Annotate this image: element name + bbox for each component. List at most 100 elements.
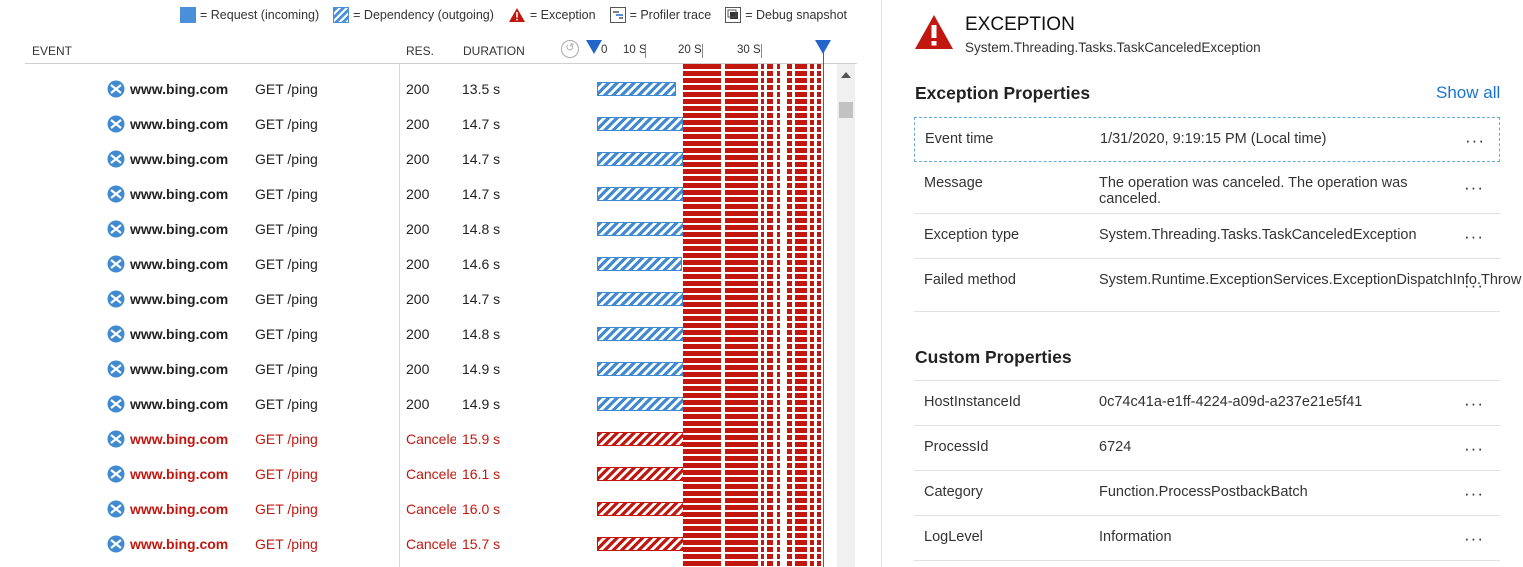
timeline-tick: 30 S <box>737 44 761 56</box>
duration-bar[interactable] <box>597 152 683 166</box>
duration-bar[interactable] <box>597 187 683 201</box>
duration-bar[interactable] <box>597 397 684 411</box>
globe-icon <box>107 80 125 98</box>
event-duration: 14.8 s <box>462 326 501 342</box>
show-all-link[interactable]: Show all <box>1436 83 1501 102</box>
event-method: GET /ping <box>255 536 318 552</box>
event-result: 200 <box>406 186 430 202</box>
globe-icon <box>107 395 125 413</box>
event-duration: 15.7 s <box>462 536 501 552</box>
event-result: 200 <box>406 116 430 132</box>
table-row[interactable]: www.bing.com GET /ping 200 14.7 s <box>25 107 835 142</box>
event-method: GET /ping <box>255 326 318 342</box>
dependency-segment <box>810 64 814 567</box>
event-duration: 14.9 s <box>462 396 501 412</box>
legend-debug-label: = Debug snapshot <box>745 8 848 22</box>
more-options-icon[interactable]: ··· <box>1464 484 1484 503</box>
duration-bar[interactable] <box>597 222 684 236</box>
property-row[interactable]: ProcessId 6724 ··· <box>914 426 1500 471</box>
duration-bar[interactable] <box>597 432 690 446</box>
table-row[interactable]: www.bing.com GET /ping 200 14.7 s <box>25 177 835 212</box>
duration-bar[interactable] <box>597 117 683 131</box>
exception-warning-icon <box>508 8 525 22</box>
table-row[interactable]: www.bing.com GET /ping 200 14.7 s <box>25 142 835 177</box>
globe-icon <box>107 220 125 238</box>
property-row[interactable]: Category Function.ProcessPostbackBatch ··· <box>914 471 1500 516</box>
event-method: GET /ping <box>255 361 318 377</box>
exception-title: EXCEPTION <box>965 14 1075 35</box>
event-host: www.bing.com <box>130 536 229 552</box>
table-row[interactable]: www.bing.com GET /ping 200 14.8 s <box>25 212 835 247</box>
reset-zoom-icon[interactable]: ↺ <box>561 40 579 58</box>
event-duration: 14.7 s <box>462 151 501 167</box>
column-header-res[interactable]: RES. <box>406 44 435 58</box>
request-swatch-icon <box>180 7 196 23</box>
event-result: Cancele <box>406 501 456 517</box>
column-header-event[interactable]: EVENT <box>32 44 73 58</box>
duration-bar[interactable] <box>597 467 691 481</box>
legend-exception: = Exception <box>508 7 596 23</box>
scroll-up-arrow-icon[interactable] <box>841 72 851 78</box>
duration-bar[interactable] <box>597 502 691 516</box>
event-host: www.bing.com <box>130 396 229 412</box>
exception-properties-heading: Exception Properties <box>915 83 1091 103</box>
table-row[interactable]: www.bing.com GET /ping Cancele 16.1 s <box>25 457 835 492</box>
table-row[interactable]: www.bing.com GET /ping Cancele 15.7 s <box>25 527 835 562</box>
property-row[interactable]: LogLevel Information ··· <box>914 516 1500 561</box>
globe-icon <box>107 325 125 343</box>
property-row[interactable]: Failed method System.Runtime.ExceptionSer… <box>914 259 1521 312</box>
event-result: 200 <box>406 256 430 272</box>
property-key: Failed method <box>924 272 1016 288</box>
duration-bar[interactable] <box>597 537 689 551</box>
more-options-icon[interactable]: ··· <box>1464 227 1484 246</box>
column-header-duration[interactable]: DURATION <box>463 44 525 58</box>
event-result: 200 <box>406 396 430 412</box>
duration-bar[interactable] <box>597 292 683 306</box>
exception-properties-table: Event time 1/31/2020, 9:19:15 PM (Local t… <box>914 117 1521 312</box>
duration-bar[interactable] <box>597 327 684 341</box>
table-row[interactable]: www.bing.com GET /ping 200 14.6 s <box>25 247 835 282</box>
property-value: 1/31/2020, 9:19:15 PM (Local time) <box>1100 131 1327 147</box>
table-row[interactable]: www.bing.com GET /ping 200 14.7 s <box>25 282 835 317</box>
more-options-icon[interactable]: ··· <box>1465 131 1485 150</box>
scrollbar-thumb[interactable] <box>839 102 853 118</box>
globe-icon <box>107 185 125 203</box>
event-method: GET /ping <box>255 501 318 517</box>
event-duration: 15.9 s <box>462 431 501 447</box>
event-result: Cancele <box>406 536 456 552</box>
timeline-end-marker-icon[interactable] <box>815 40 831 54</box>
event-result: 200 <box>406 326 430 342</box>
property-key: Message <box>924 175 983 191</box>
property-row[interactable]: Exception type System.Threading.Tasks.Tas… <box>914 214 1500 259</box>
duration-bar[interactable] <box>597 257 682 271</box>
more-options-icon[interactable]: ··· <box>1464 529 1484 548</box>
event-host: www.bing.com <box>130 361 229 377</box>
timeline-start-marker-icon[interactable] <box>586 40 602 54</box>
more-options-icon[interactable]: ··· <box>1464 276 1484 295</box>
table-row[interactable]: www.bing.com GET /ping 200 14.8 s <box>25 317 835 352</box>
table-row[interactable]: www.bing.com GET /ping 200 13.5 s <box>25 72 835 107</box>
duration-bar[interactable] <box>597 82 676 96</box>
more-options-icon[interactable]: ··· <box>1464 439 1484 458</box>
event-result: Cancele <box>406 466 456 482</box>
event-host: www.bing.com <box>130 116 229 132</box>
more-options-icon[interactable]: ··· <box>1464 178 1484 197</box>
globe-icon <box>107 290 125 308</box>
property-row[interactable]: Event time 1/31/2020, 9:19:15 PM (Local t… <box>914 117 1500 162</box>
event-host: www.bing.com <box>130 291 229 307</box>
table-row[interactable]: www.bing.com GET /ping Cancele 15.9 s <box>25 422 835 457</box>
exception-type-subtitle: System.Threading.Tasks.TaskCanceledExcep… <box>965 40 1261 55</box>
event-result: 200 <box>406 151 430 167</box>
more-options-icon[interactable]: ··· <box>1464 394 1484 413</box>
table-row[interactable]: www.bing.com GET /ping 200 14.9 s <box>25 352 835 387</box>
legend-dependency-label: = Dependency (outgoing) <box>353 8 494 22</box>
table-row[interactable]: www.bing.com GET /ping Cancele 16.0 s <box>25 492 835 527</box>
event-list-scrollbar[interactable] <box>837 64 855 567</box>
event-duration: 14.7 s <box>462 291 501 307</box>
table-row[interactable]: www.bing.com GET /ping 200 14.9 s <box>25 387 835 422</box>
duration-bar[interactable] <box>597 362 684 376</box>
property-row[interactable]: Message The operation was canceled. The o… <box>914 162 1500 214</box>
event-method: GET /ping <box>255 151 318 167</box>
property-row[interactable]: HostInstanceId 0c74c41a-e1ff-4224-a09d-a2… <box>914 381 1500 426</box>
event-duration: 14.7 s <box>462 186 501 202</box>
